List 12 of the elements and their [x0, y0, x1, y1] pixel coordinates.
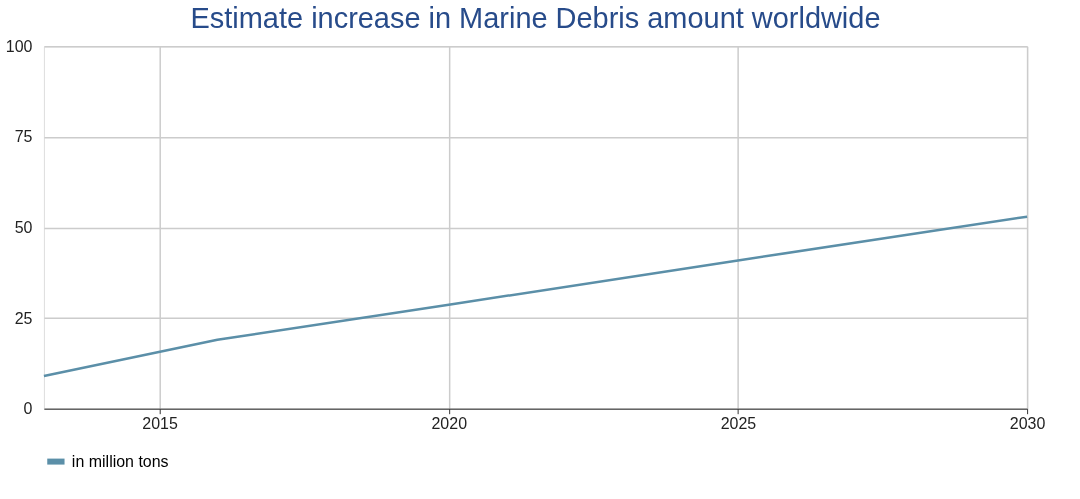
y-tick-label: 50	[14, 219, 33, 237]
y-tick-label: 100	[5, 37, 33, 55]
x-tick-label: 2030	[1009, 415, 1046, 433]
y-tick-label: 0	[23, 400, 33, 418]
y-tick-label: 75	[14, 128, 33, 146]
x-tick-label: 2015	[142, 415, 178, 433]
legend-label: in million tons	[71, 452, 169, 470]
y-tick-label: 25	[14, 309, 33, 327]
x-tick-label: 2025	[720, 415, 757, 433]
x-tick-label: 2020	[431, 415, 468, 433]
line-series	[42, 215, 1029, 378]
chart-title: Estimate increase in Marine Debris amount worldwide	[190, 2, 881, 35]
